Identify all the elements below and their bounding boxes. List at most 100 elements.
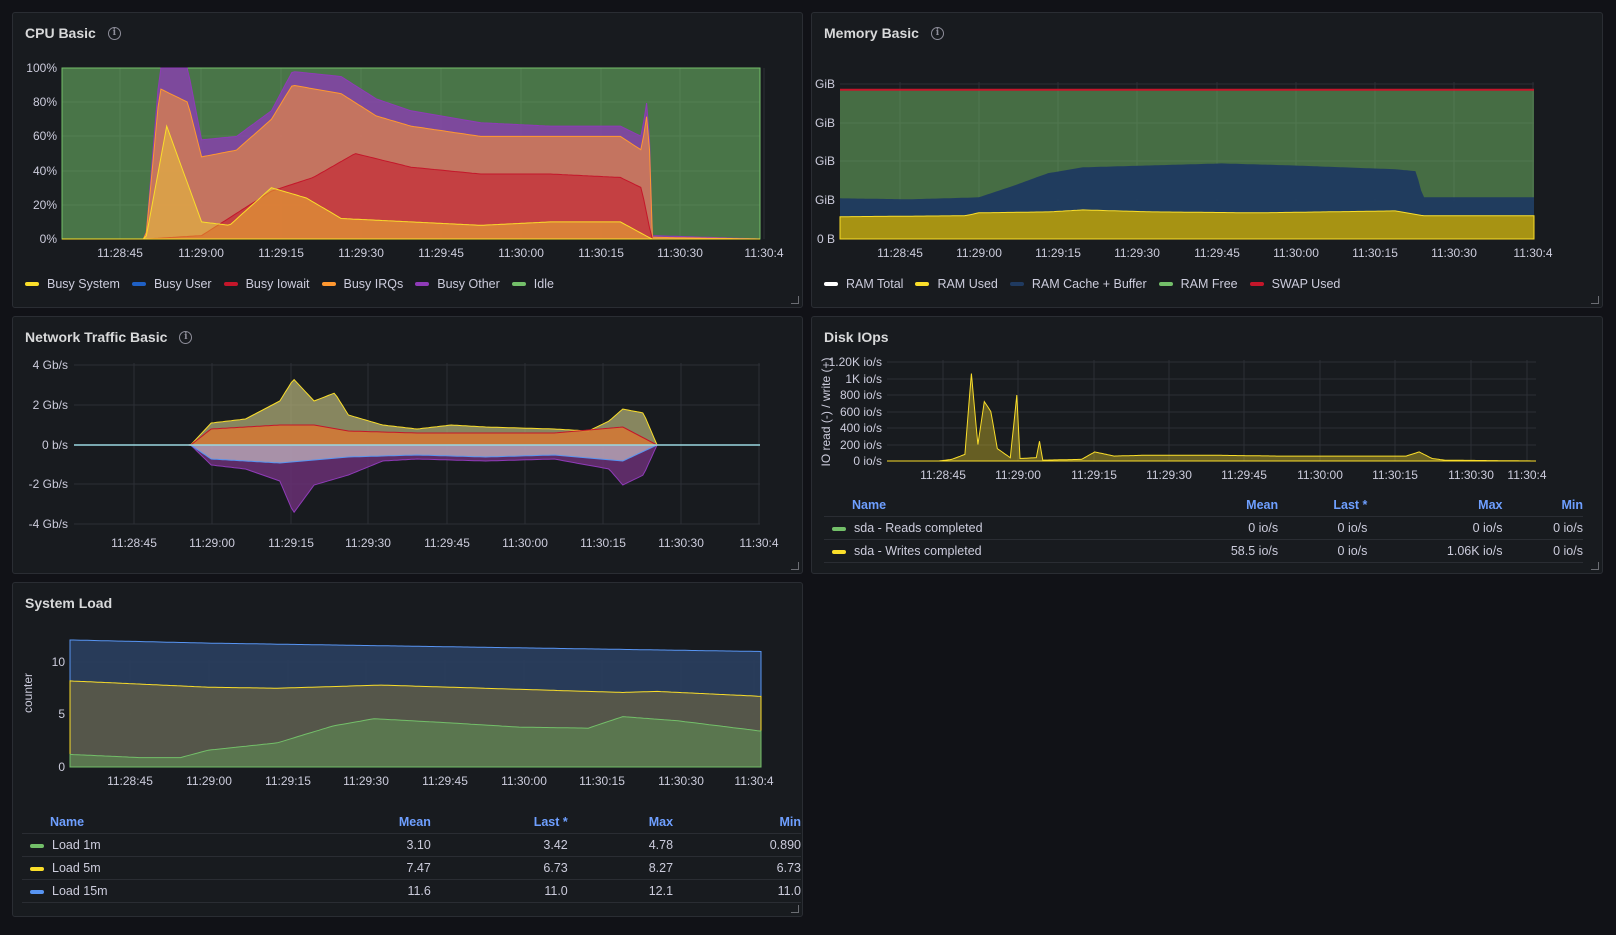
column-header[interactable]: Mean <box>1160 494 1279 517</box>
disk-ylabel: IO read (-) / write (+) <box>819 357 833 466</box>
cpu-title: CPU Basic <box>25 25 96 41</box>
legend-swatch <box>832 549 846 554</box>
column-header[interactable]: Name <box>22 811 301 834</box>
network-chart[interactable]: 4 Gb/s 2 Gb/s 0 b/s -2 Gb/s -4 Gb/s 11:28:45 1… <box>13 317 803 574</box>
legend-item[interactable]: RAM Used <box>915 277 998 291</box>
network-receive-area-2[interactable] <box>74 424 760 446</box>
network-xtick: 11:29:45 <box>424 536 470 550</box>
network-ytick: -2 Gb/s <box>29 477 68 491</box>
panel-title[interactable]: System Load <box>25 595 112 611</box>
network-ytick: 4 Gb/s <box>33 358 68 372</box>
cell-last: 0 io/s <box>1278 516 1368 540</box>
legend-swatch <box>223 282 238 286</box>
load-title: System Load <box>25 595 113 611</box>
legend-item[interactable]: RAM Cache + Buffer <box>1009 277 1147 291</box>
legend-item[interactable]: Busy Iowait <box>223 277 310 291</box>
table-header: Name Mean Last * Max Min <box>22 811 801 834</box>
resize-handle[interactable] <box>1591 296 1599 304</box>
network-title: Network Traffic Basic <box>25 329 168 345</box>
legend-item[interactable]: RAM Total <box>824 277 903 291</box>
table-row[interactable]: sda - Writes completed 58.5 io/s 0 io/s 1.0… <box>824 539 1583 563</box>
table-row[interactable]: Load 15m 11.6 11.0 12.1 11.0 <box>22 879 801 903</box>
memory-ram-used-area[interactable] <box>839 209 1535 240</box>
network-ytick: -4 Gb/s <box>29 517 68 531</box>
cpu-chart[interactable]: 100% 80% 60% 40% 20% 0% 11:28:45 11:29:00 11:29:… <box>13 13 803 308</box>
column-header[interactable]: Last * <box>1278 494 1368 517</box>
legend-swatch <box>1158 282 1173 286</box>
disk-legend-table: Name Mean Last * Max Min sda - Reads complete… <box>824 494 1583 563</box>
table-header: Name Mean Last * Max Min <box>824 494 1583 517</box>
cpu-ytick: 60% <box>33 129 57 143</box>
memory-xtick: 11:30:00 <box>1273 246 1319 260</box>
disk-xtick: 11:30:4 <box>1507 468 1546 482</box>
load-xtick: 11:29:00 <box>186 774 232 788</box>
legend-item[interactable]: Busy Other <box>415 277 500 291</box>
column-header[interactable]: Max <box>1367 494 1503 517</box>
legend-swatch <box>321 282 336 286</box>
resize-handle[interactable] <box>791 296 799 304</box>
cpu-ytick: 40% <box>33 164 57 178</box>
table-row[interactable]: Load 1m 3.10 3.42 4.78 0.890 <box>22 833 801 857</box>
memory-legend: RAM Total RAM Used RAM Cache + Buffer RAM F… <box>824 277 1340 291</box>
panel-title[interactable]: CPU Basic i <box>25 25 121 41</box>
cell-mean: 11.6 <box>300 879 431 903</box>
load-chart[interactable]: 10 5 0 counter 11:28:45 11:29:00 11:29:15 11:29… <box>13 583 803 917</box>
memory-xtick: 11:30:4 <box>1513 246 1552 260</box>
column-header[interactable]: Name <box>824 494 1161 517</box>
disk-xtick: 11:30:30 <box>1448 468 1494 482</box>
cell-min: 0 io/s <box>1502 516 1583 540</box>
info-icon[interactable]: i <box>930 26 944 40</box>
info-icon[interactable]: i <box>179 330 193 344</box>
panel-title[interactable]: Disk IOps <box>824 329 889 345</box>
resize-handle[interactable] <box>1591 562 1599 570</box>
column-header[interactable]: Max <box>567 811 674 834</box>
load-1m-area[interactable] <box>69 716 762 768</box>
resize-handle[interactable] <box>791 905 799 913</box>
cell-max: 0 io/s <box>1367 516 1503 540</box>
resize-handle[interactable] <box>791 562 799 570</box>
column-header[interactable]: Min <box>673 811 801 834</box>
column-header[interactable]: Last * <box>430 811 568 834</box>
panel-network-traffic: Network Traffic Basic i 4 Gb/s 2 Gb/s 0 b/s… <box>12 316 803 574</box>
network-xtick: 11:29:15 <box>268 536 314 550</box>
disk-writes-area[interactable] <box>887 373 1536 462</box>
cell-max: 4.78 <box>567 833 674 857</box>
cell-max: 1.06K io/s <box>1367 539 1503 563</box>
legend-item[interactable]: Busy User <box>131 277 212 291</box>
panel-disk-iops: Disk IOps 1.20K io/s 1K io/s 800 io/s 600 i… <box>811 316 1603 574</box>
info-icon[interactable]: i <box>107 26 121 40</box>
panel-title[interactable]: Memory Basic i <box>824 25 944 41</box>
legend-item[interactable]: Busy IRQs <box>321 277 403 291</box>
legend-item[interactable]: SWAP Used <box>1249 277 1340 291</box>
series-name: Load 5m <box>22 856 301 880</box>
memory-ytick: 4 GiB <box>812 193 835 207</box>
column-header[interactable]: Mean <box>300 811 431 834</box>
column-header[interactable]: Min <box>1502 494 1583 517</box>
legend-item[interactable]: Idle <box>511 277 554 291</box>
legend-label: Busy System <box>47 277 120 291</box>
panel-title[interactable]: Network Traffic Basic i <box>25 329 193 345</box>
disk-xtick: 11:30:00 <box>1297 468 1343 482</box>
table-row[interactable]: Load 5m 7.47 6.73 8.27 6.73 <box>22 856 801 880</box>
legend-item[interactable]: RAM Free <box>1158 277 1238 291</box>
memory-chart[interactable]: 16 GiB 12 GiB 8 GiB 4 GiB 0 B 11:28:45 11:29:0… <box>812 13 1603 308</box>
disk-ytick: 800 io/s <box>840 388 882 402</box>
network-xtick: 11:29:00 <box>189 536 235 550</box>
cpu-ytick: 100% <box>26 61 57 75</box>
disk-chart[interactable]: 1.20K io/s 1K io/s 800 io/s 600 io/s 400 io/… <box>812 317 1603 574</box>
legend-swatch <box>915 282 930 286</box>
legend-item[interactable]: Busy System <box>25 277 120 291</box>
cpu-series-area[interactable] <box>62 124 760 240</box>
memory-xtick: 11:28:45 <box>877 246 923 260</box>
disk-xtick: 11:29:45 <box>1221 468 1267 482</box>
network-xtick: 11:30:30 <box>658 536 704 550</box>
legend-swatch <box>25 282 39 286</box>
panel-system-load: System Load 10 5 0 counter 11:28:45 11:29:00 1… <box>12 582 803 917</box>
network-transmit-area-2[interactable] <box>74 444 760 464</box>
table-row[interactable]: sda - Reads completed 0 io/s 0 io/s 0 io/s 0… <box>824 516 1583 540</box>
legend-label: RAM Used <box>937 277 998 291</box>
load-xtick: 11:30:15 <box>579 774 625 788</box>
cpu-xtick: 11:29:00 <box>178 246 224 260</box>
legend-swatch <box>1249 282 1264 286</box>
